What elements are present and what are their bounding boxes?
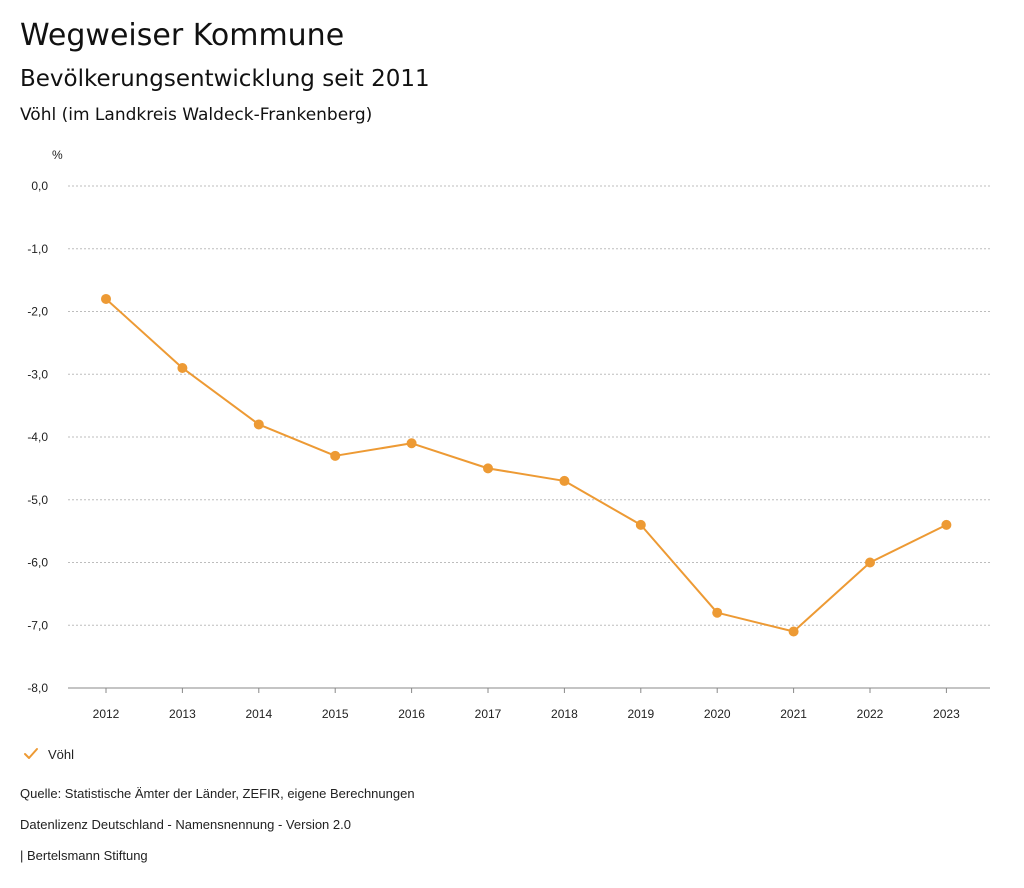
x-tick-label: 2015 xyxy=(322,707,349,721)
series-lines xyxy=(105,298,947,633)
license-note: Datenlizenz Deutschland - Namensnennung … xyxy=(20,817,351,832)
y-tick-label: -4,0 xyxy=(27,430,48,444)
x-tick-label: 2018 xyxy=(551,707,578,721)
legend: Vöhl xyxy=(20,744,74,764)
data-point[interactable] xyxy=(712,607,723,618)
x-tick-label: 2014 xyxy=(245,707,272,721)
grid-lines xyxy=(68,185,990,689)
region-label: Vöhl (im Landkreis Waldeck-Frankenberg) xyxy=(20,105,373,125)
y-tick-labels: 0,0 -1,0 -2,0 -3,0 -4,0 -5,0 -6,0 -7,0 -8,0 xyxy=(27,179,48,695)
series-line xyxy=(105,298,947,633)
y-tick-label: 0,0 xyxy=(31,179,48,193)
data-point[interactable] xyxy=(865,557,875,568)
data-point[interactable] xyxy=(330,450,341,461)
x-tick-label: 2022 xyxy=(857,707,884,721)
publisher-note: | Bertelsmann Stiftung xyxy=(20,848,148,863)
y-tick-label: -7,0 xyxy=(27,618,48,632)
y-unit-label: % xyxy=(52,148,63,162)
data-point[interactable] xyxy=(483,463,493,474)
x-tick-label: 2012 xyxy=(93,707,120,721)
data-point[interactable] xyxy=(253,419,264,430)
chart-subtitle: Bevölkerungsentwicklung seit 2011 xyxy=(20,66,430,92)
y-tick-label: -2,0 xyxy=(27,305,48,319)
data-point[interactable] xyxy=(941,519,952,530)
x-axis: 2012 2013 2014 2015 2016 2017 2018 2019 2020 2021… xyxy=(68,687,990,721)
x-tick-label: 2019 xyxy=(627,707,654,721)
x-tick-label: 2021 xyxy=(780,707,807,721)
line-chart: % 0,0 -1,0 -2,0 -3,0 -4,0 -5,0 -6,0 -7,0 -8,0 20… xyxy=(27,148,990,721)
y-tick-label: -8,0 xyxy=(27,681,48,695)
source-note: Quelle: Statistische Ämter der Länder, Z… xyxy=(20,786,415,801)
y-tick-label: -5,0 xyxy=(27,493,48,507)
data-point[interactable] xyxy=(559,475,570,486)
legend-item-voehl[interactable]: Vöhl xyxy=(20,744,74,764)
data-point[interactable] xyxy=(177,362,188,373)
x-tick-label: 2023 xyxy=(933,707,960,721)
x-tick-label: 2013 xyxy=(169,707,196,721)
legend-label: Vöhl xyxy=(48,746,75,762)
x-tick-label: 2016 xyxy=(398,707,425,721)
page-title: Wegweiser Kommune xyxy=(20,18,345,53)
series-points[interactable] xyxy=(101,293,952,637)
x-tick-label: 2017 xyxy=(475,707,502,721)
data-point[interactable] xyxy=(788,626,799,637)
data-point[interactable] xyxy=(101,293,111,304)
checkmark-icon xyxy=(24,748,38,759)
y-tick-label: -3,0 xyxy=(27,367,48,381)
x-tick-label: 2020 xyxy=(704,707,731,721)
data-point[interactable] xyxy=(635,519,646,530)
y-tick-label: -6,0 xyxy=(27,556,48,570)
data-point[interactable] xyxy=(406,438,417,449)
y-tick-label: -1,0 xyxy=(27,242,48,256)
